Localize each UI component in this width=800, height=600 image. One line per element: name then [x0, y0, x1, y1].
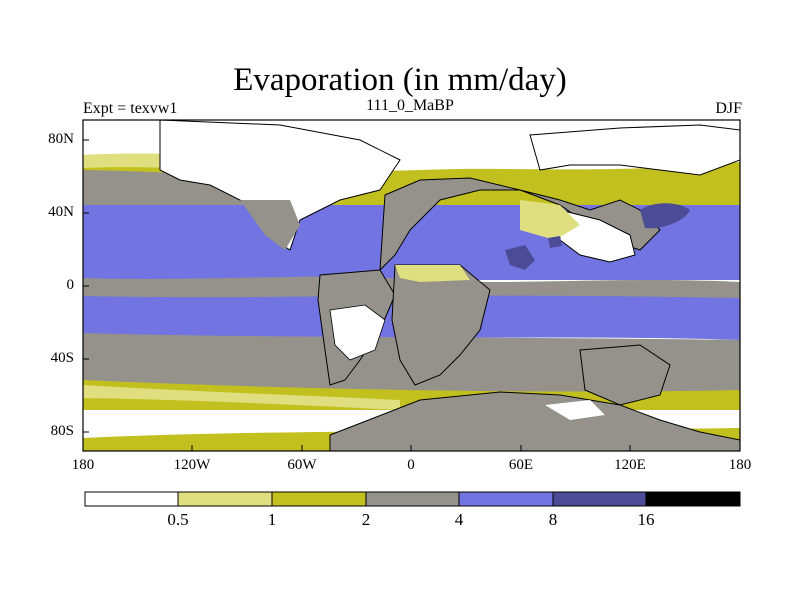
landmass-australia [579, 344, 671, 406]
season-label: DJF [715, 100, 742, 117]
map-field [83, 120, 740, 451]
lat-label-0: 0 [66, 277, 75, 293]
colorbar-label-2: 2 [361, 510, 371, 529]
landmass-africa-dry [395, 265, 470, 282]
lat-label-80n: 80N [48, 131, 74, 147]
colorbar-bin-5 [458, 491, 554, 507]
landmass-north-america [159, 120, 401, 251]
landmass-antarctica [329, 391, 740, 451]
landmass-antarctica-light [545, 400, 605, 420]
landmass-north-america-gray [240, 200, 300, 250]
colorbar-label-8: 8 [548, 510, 558, 529]
lon-label-0: 0 [407, 457, 415, 473]
lon-label-120e: 120E [614, 457, 646, 473]
lon-label-180w: 180 [71, 457, 95, 473]
landmass-arctic-coast [529, 124, 740, 176]
high-evaporation-india [505, 245, 535, 270]
landmass-south-america-dry [329, 304, 386, 361]
colorbar-label-16: 16 [637, 510, 655, 529]
lon-label-120w: 120W [173, 457, 211, 473]
chart-title: Evaporation (in mm/day) [233, 62, 567, 98]
lat-label-40n: 40N [48, 204, 74, 220]
lat-label-40s: 40S [50, 350, 74, 366]
landmass-central-asia [520, 200, 580, 240]
landmass-east-asia [559, 209, 636, 263]
lon-label-60w: 60W [287, 457, 317, 473]
high-evaporation-bay [548, 236, 562, 248]
colorbar-bin-2 [177, 491, 273, 507]
lon-label-60e: 60E [508, 457, 534, 473]
colorbar-bin-6 [552, 491, 647, 507]
landmass-africa [391, 264, 491, 386]
lat-label-80s: 80S [50, 423, 74, 439]
field-band-south-light [83, 385, 400, 410]
colorbar-label-4: 4 [454, 510, 464, 529]
lon-label-180e: 180 [728, 457, 752, 473]
colorbar-label-0-5: 0.5 [167, 510, 189, 529]
colorbar-label-1: 1 [267, 510, 277, 529]
run-label: 111_0_MaBP [366, 97, 454, 114]
colorbar [84, 491, 741, 507]
map-ticks [82, 139, 741, 451]
colorbar-bin-7 [645, 491, 741, 507]
colorbar-bin-3 [271, 491, 367, 507]
colorbar-bin-1 [84, 491, 179, 507]
high-evaporation-pacific-nw [640, 203, 690, 229]
colorbar-bin-4 [365, 491, 460, 507]
experiment-label: Expt = texvw1 [83, 100, 178, 117]
